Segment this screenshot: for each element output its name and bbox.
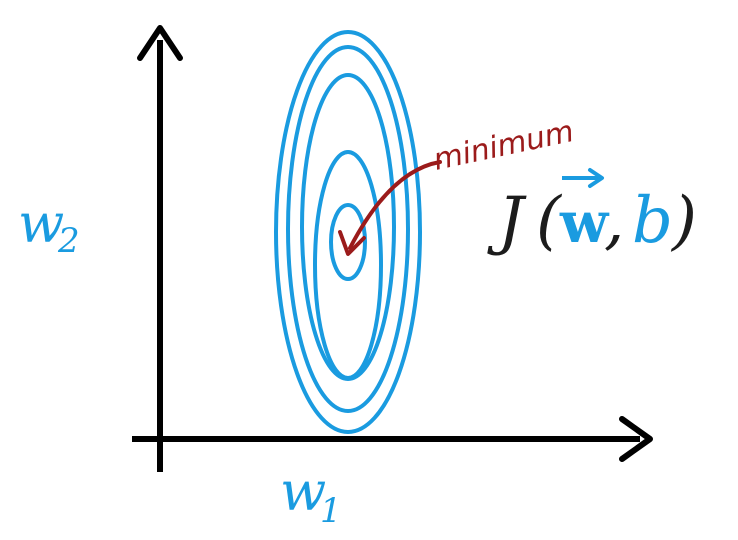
formula-close-paren: ): [670, 184, 697, 258]
y-axis-var: w: [18, 192, 64, 255]
minimum-label: minimum: [430, 114, 577, 178]
contour-level-5: [274, 30, 422, 434]
cost-function-label: J ( w , b ): [487, 168, 697, 258]
formula-open-paren: (: [536, 184, 563, 258]
formula-vector-w: w: [559, 190, 610, 256]
formula-func: J: [487, 184, 527, 258]
minimum-arrow: [348, 160, 442, 250]
x-axis-arrowhead: [619, 416, 653, 462]
contour-level-1: [329, 203, 367, 281]
x-axis-label: w 1: [280, 460, 342, 531]
formula-comma: ,: [604, 184, 624, 258]
y-axis-label: w 2: [18, 192, 80, 261]
x-axis-subscript: 1: [320, 491, 342, 531]
vector-arrow-head: [588, 168, 604, 188]
minimum-arrowhead: [338, 230, 366, 256]
contour-lines: [274, 30, 422, 434]
x-axis-var: w: [280, 460, 326, 523]
formula-b: b: [632, 184, 673, 258]
contour-level-2: [313, 150, 383, 380]
y-axis-subscript: 2: [57, 221, 80, 261]
contour-level-3: [300, 73, 396, 381]
contour-level-4: [286, 45, 410, 413]
y-axis-arrowhead: [137, 25, 183, 61]
axes: [132, 25, 653, 472]
